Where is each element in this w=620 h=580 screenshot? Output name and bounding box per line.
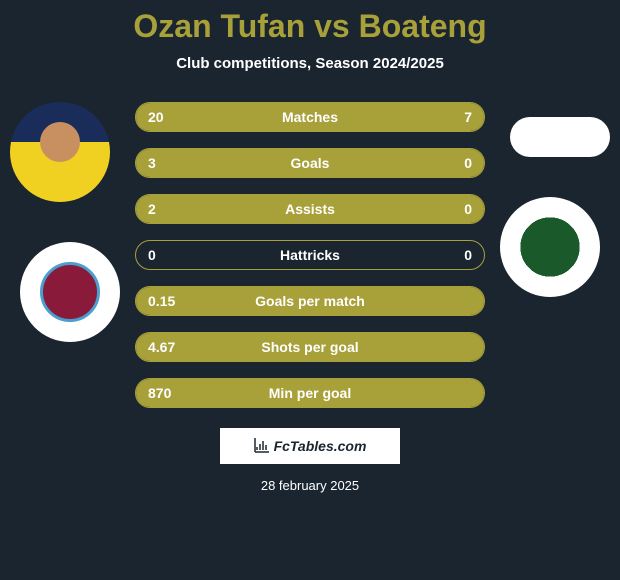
stat-right-value: 0 bbox=[464, 201, 472, 217]
player2-club-logo bbox=[500, 197, 600, 297]
stat-left-value: 3 bbox=[148, 155, 156, 171]
stat-right-value: 7 bbox=[464, 109, 472, 125]
stat-label: Min per goal bbox=[269, 385, 351, 401]
stat-fill-left bbox=[136, 103, 394, 131]
stat-label: Assists bbox=[285, 201, 335, 217]
stat-row-shots-per-goal: 4.67 Shots per goal bbox=[135, 332, 485, 362]
stat-left-value: 870 bbox=[148, 385, 171, 401]
watermark: FcTables.com bbox=[220, 428, 400, 464]
stat-row-goals-per-match: 0.15 Goals per match bbox=[135, 286, 485, 316]
stat-row-min-per-goal: 870 Min per goal bbox=[135, 378, 485, 408]
stat-label: Matches bbox=[282, 109, 338, 125]
stat-left-value: 0 bbox=[148, 247, 156, 263]
content-area: 20 Matches 7 3 Goals 0 2 Assists 0 0 Hat… bbox=[0, 102, 620, 493]
player1-avatar bbox=[10, 102, 110, 202]
date: 28 february 2025 bbox=[0, 478, 620, 493]
stat-row-assists: 2 Assists 0 bbox=[135, 194, 485, 224]
stat-label: Hattricks bbox=[280, 247, 340, 263]
stat-label: Goals bbox=[291, 155, 330, 171]
stats-container: 20 Matches 7 3 Goals 0 2 Assists 0 0 Hat… bbox=[135, 102, 485, 408]
stat-row-hattricks: 0 Hattricks 0 bbox=[135, 240, 485, 270]
stat-row-goals: 3 Goals 0 bbox=[135, 148, 485, 178]
stat-left-value: 4.67 bbox=[148, 339, 175, 355]
stat-label: Goals per match bbox=[255, 293, 365, 309]
stat-left-value: 0.15 bbox=[148, 293, 175, 309]
player2-avatar bbox=[510, 117, 610, 157]
stat-row-matches: 20 Matches 7 bbox=[135, 102, 485, 132]
stat-right-value: 0 bbox=[464, 247, 472, 263]
stat-label: Shots per goal bbox=[261, 339, 358, 355]
chart-icon bbox=[254, 437, 270, 456]
stat-right-value: 0 bbox=[464, 155, 472, 171]
subtitle: Club competitions, Season 2024/2025 bbox=[0, 55, 620, 72]
page-title: Ozan Tufan vs Boateng bbox=[0, 0, 620, 45]
stat-left-value: 2 bbox=[148, 201, 156, 217]
player1-club-logo bbox=[20, 242, 120, 342]
stat-left-value: 20 bbox=[148, 109, 164, 125]
watermark-text: FcTables.com bbox=[274, 438, 367, 454]
